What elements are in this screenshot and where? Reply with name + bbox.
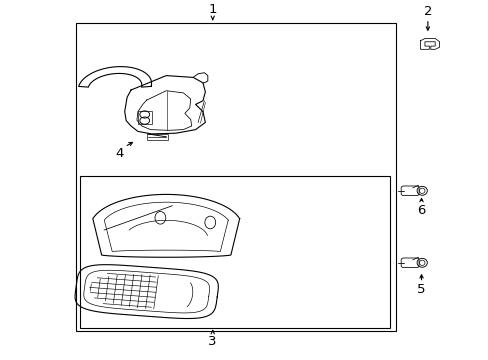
Text: 1: 1: [208, 3, 217, 15]
Bar: [80, 176, 389, 328]
Text: 2: 2: [423, 5, 431, 18]
Bar: [138, 111, 151, 124]
Text: 4: 4: [115, 147, 124, 159]
Bar: [76, 23, 395, 331]
Text: 6: 6: [416, 204, 425, 217]
Text: 5: 5: [416, 283, 425, 296]
Text: 3: 3: [208, 335, 217, 348]
Bar: [146, 134, 168, 140]
